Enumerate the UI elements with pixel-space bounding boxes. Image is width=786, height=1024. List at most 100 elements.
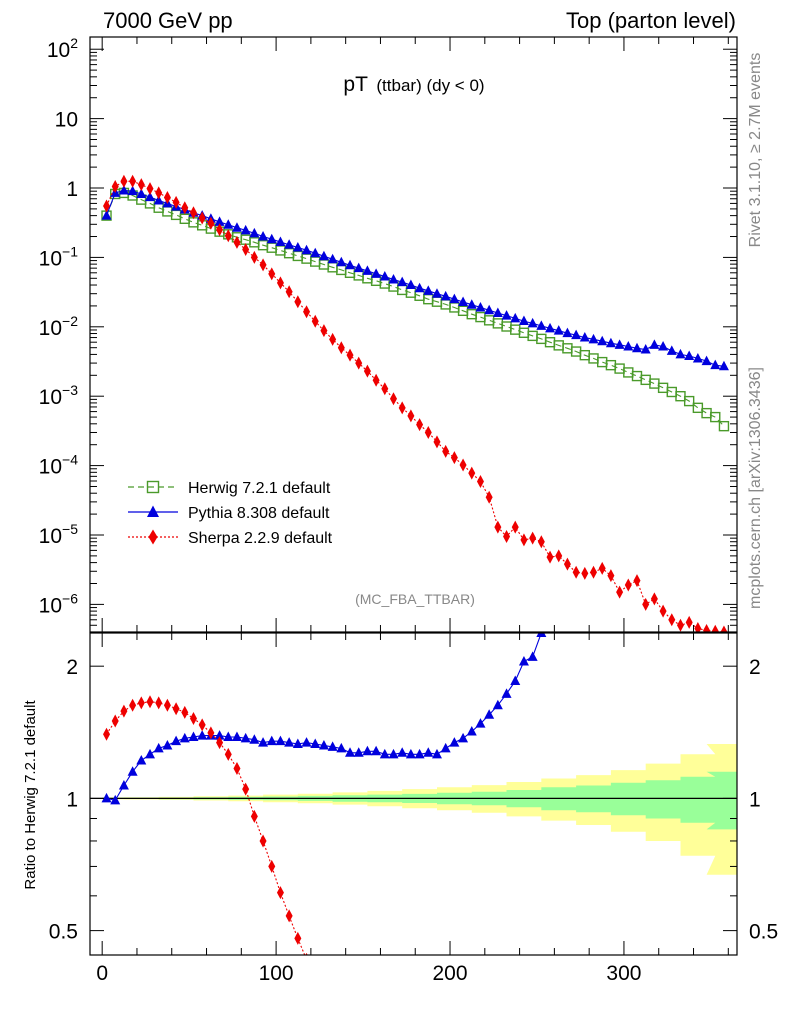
ratio-point [414, 748, 425, 759]
main-point [501, 310, 512, 320]
main-series-open-square [101, 187, 730, 432]
main-point [311, 314, 319, 328]
main-point [494, 520, 502, 534]
main-point [623, 367, 634, 378]
main-point [614, 363, 625, 374]
main-ytick-base: 10 [39, 317, 62, 340]
main-point [553, 325, 564, 335]
main-line [105, 180, 725, 632]
main-point [283, 247, 295, 259]
main-point [650, 592, 658, 606]
ratio-outer-band [102, 744, 737, 875]
main-point [129, 174, 137, 188]
main-point [623, 341, 634, 351]
ratio-point [120, 704, 128, 718]
main-point [459, 458, 467, 472]
ratio-point [231, 731, 242, 741]
main-point [301, 253, 312, 264]
main-point [597, 335, 608, 346]
ratio-ytick-label: 1 [66, 788, 78, 811]
ratio-point [301, 737, 312, 747]
main-point [414, 282, 425, 293]
main-point [137, 178, 145, 192]
main-point [214, 216, 225, 226]
main-ytick-label: 10−2 [39, 313, 79, 340]
main-point [285, 285, 293, 299]
main-point [571, 329, 582, 340]
ratio-point [501, 688, 512, 698]
main-point [433, 435, 441, 449]
main-point [292, 241, 303, 252]
main-point [170, 209, 182, 221]
main-point [329, 332, 337, 346]
ratio-point [111, 714, 119, 728]
ratio-point [423, 747, 434, 757]
main-point [416, 418, 424, 432]
ratio-point [536, 633, 547, 637]
main-point [381, 382, 389, 396]
ratio-point [127, 766, 138, 776]
ratio-point [440, 742, 451, 753]
ratio-point [103, 727, 111, 741]
main-point [597, 356, 608, 368]
header-right: Top (parton level) [566, 8, 736, 33]
main-ytick-label: 10−6 [39, 590, 79, 617]
main-line [105, 192, 725, 427]
main-point [405, 287, 417, 298]
main-point [172, 195, 180, 209]
main-point [631, 370, 643, 382]
ratio-point [371, 745, 382, 756]
ratio-point [475, 718, 486, 728]
ratio-point [198, 718, 206, 732]
main-point [642, 597, 650, 611]
ratio-point [189, 712, 197, 726]
ratio-point [172, 702, 180, 716]
main-point [153, 195, 164, 205]
ratio-point [233, 761, 241, 775]
ratio-point [268, 859, 276, 873]
main-point [545, 322, 556, 333]
main-point [701, 355, 712, 366]
main-point [136, 188, 147, 198]
main-point [372, 373, 380, 387]
main-point [563, 557, 571, 571]
ratio-point [259, 834, 267, 848]
main-ytick-label: 10−5 [39, 521, 79, 548]
ratio-point [397, 747, 408, 757]
main-point [294, 295, 302, 309]
ratio-point [336, 742, 347, 753]
main-point [718, 420, 730, 432]
ratio-point [224, 747, 232, 761]
ratio-line [106, 633, 542, 801]
main-point [292, 250, 304, 262]
main-point [345, 259, 356, 270]
main-point [318, 250, 329, 261]
main-point [640, 344, 651, 354]
ratio-point [249, 734, 260, 744]
main-point [250, 250, 258, 264]
main-point [240, 224, 251, 235]
ratio-frame [89, 632, 738, 956]
main-point [720, 625, 728, 632]
ratio-point [466, 726, 477, 736]
main-point [658, 341, 669, 351]
main-point [668, 613, 676, 627]
xtick-label: 100 [259, 962, 294, 985]
main-point [581, 566, 589, 580]
main-point [485, 490, 493, 504]
ratio-point [216, 736, 224, 750]
main-point [579, 332, 590, 342]
ratio-point [266, 735, 277, 746]
ratio-point [197, 730, 208, 740]
main-point [694, 621, 702, 632]
xtick-label: 300 [606, 962, 641, 985]
legend-marker [147, 505, 159, 517]
ratio-point [484, 709, 495, 719]
main-point [388, 274, 399, 284]
main-point [683, 395, 695, 407]
legend-item: Herwig 7.2.1 default [128, 480, 331, 497]
main-point [476, 474, 484, 488]
main-point [145, 191, 156, 202]
main-point [396, 284, 408, 296]
ratio-point [145, 748, 156, 759]
